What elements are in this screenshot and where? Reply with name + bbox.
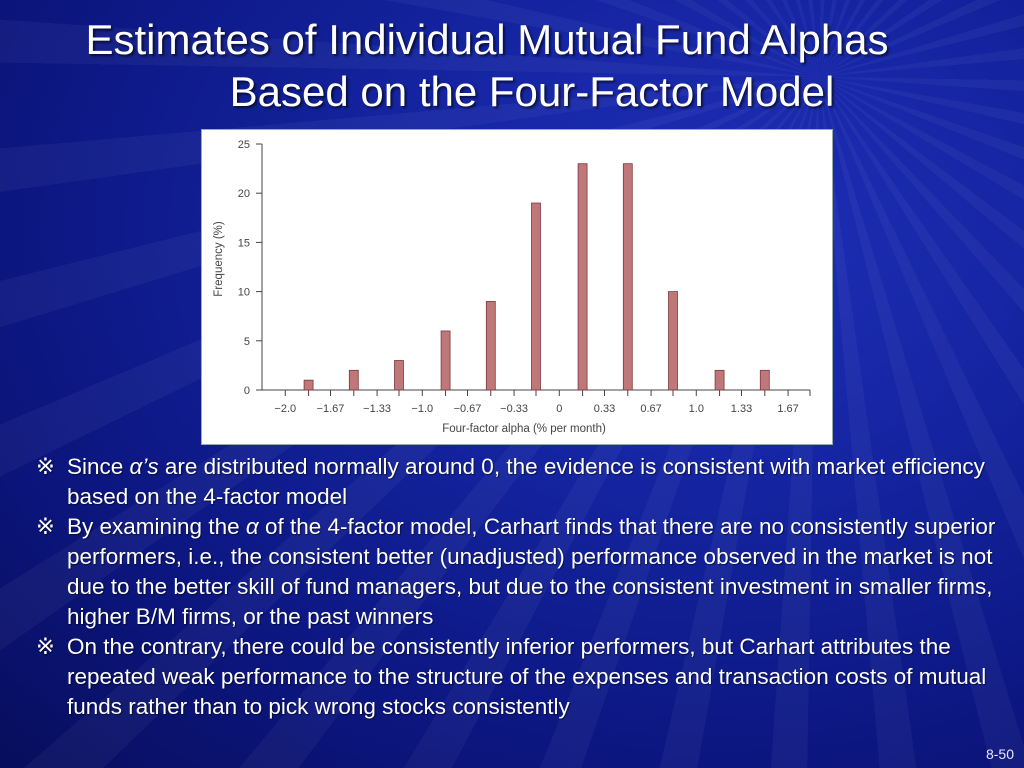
x-tick-label: 0.67 [640, 403, 661, 415]
x-tick-label: 0 [556, 403, 562, 415]
bullet-mark: ※ [36, 454, 55, 479]
histogram-bar [531, 202, 541, 391]
histogram-bar [668, 291, 678, 391]
x-tick-label: −0.33 [500, 403, 528, 415]
title-line-1: Estimates of Individual Mutual Fund Alph… [85, 16, 889, 63]
title-line-2: Based on the Four-Factor Model [229, 68, 835, 115]
bullet-text: On the contrary, there could be consiste… [67, 634, 987, 719]
y-axis-label: Frequency (%) [213, 221, 225, 297]
bullet-text: are distributed normally around 0, the e… [67, 454, 985, 509]
y-tick-label: 25 [238, 139, 250, 151]
slide-title: Estimates of Individual Mutual Fund Alph… [0, 14, 1024, 118]
y-tick-label: 15 [238, 237, 250, 249]
bullet-text: Since [67, 454, 130, 479]
histogram-bar [622, 163, 633, 391]
bullet-item: ※ Since α’s are distributed normally arou… [36, 452, 1011, 512]
bullet-mark: ※ [36, 514, 55, 539]
bullet-text: By examining the [67, 514, 246, 539]
histogram-bar [440, 330, 451, 391]
histogram-bar [394, 360, 404, 391]
bullet-item: ※ By examining the α of the 4-factor mode… [36, 512, 1011, 632]
bullet-text: α’s [129, 454, 159, 479]
x-tick-label: 1.33 [731, 403, 752, 415]
y-tick-label: 5 [244, 336, 250, 348]
bullet-item: ※ On the contrary, there could be consist… [36, 632, 1011, 722]
histogram-bar [759, 369, 770, 391]
histogram-chart: 0 5 10 15 20 25 −2.0 −1.67 −1.33 −1.0 −0.67 −0.33 0 0… [201, 129, 833, 445]
y-tick-label: 20 [238, 188, 250, 200]
x-tick-label: 0.33 [594, 403, 615, 415]
x-tick-label: −2.0 [274, 403, 296, 415]
x-tick-label: 1.0 [689, 403, 704, 415]
x-tick-label: −1.33 [363, 403, 391, 415]
bullet-text: of the 4-factor model, Carhart finds tha… [67, 514, 996, 629]
histogram-bar [714, 369, 725, 391]
histogram-bar [577, 163, 588, 391]
histogram-bar [303, 379, 314, 391]
x-tick-label: −0.67 [454, 403, 482, 415]
x-tick-label: 1.67 [777, 403, 798, 415]
x-tick-label: −1.67 [317, 403, 345, 415]
y-tick-label: 10 [238, 287, 250, 299]
bullet-text: α [245, 514, 259, 539]
histogram-bar [485, 301, 496, 391]
bullet-list: ※ Since α’s are distributed normally arou… [36, 452, 1011, 722]
histogram-svg: 0 5 10 15 20 25 −2.0 −1.67 −1.33 −1.0 −0.67 −0.33 0 0… [213, 139, 811, 435]
slide-number: 8-50 [985, 746, 1014, 762]
bullet-mark: ※ [36, 634, 55, 659]
histogram-bar [348, 369, 359, 391]
x-axis-label: Four-factor alpha (% per month) [442, 423, 606, 435]
y-tick-label: 0 [244, 385, 250, 397]
x-tick-label: −1.0 [411, 403, 433, 415]
